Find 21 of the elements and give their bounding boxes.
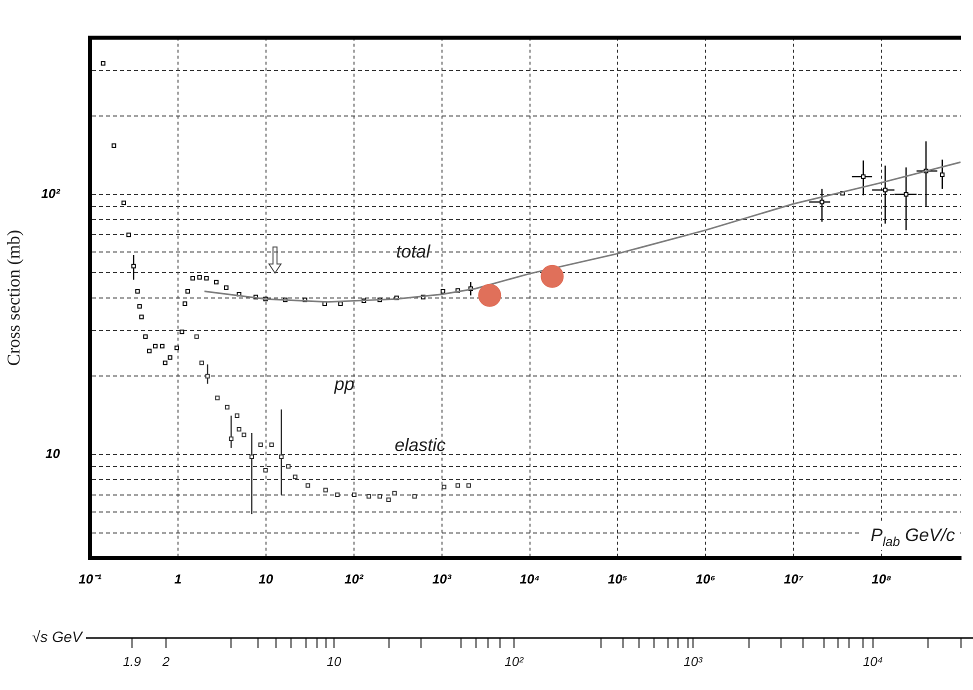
x-tick-label: 1 (174, 571, 182, 586)
x-tick-label: 10 (258, 571, 274, 586)
text: 1.9 (122, 654, 142, 670)
text: 10⁴ (862, 654, 884, 670)
x-tick-label: 10⁷ (784, 571, 804, 586)
x-tick-label: 10² (344, 571, 364, 586)
x-tick-label: 10⁸ (872, 571, 892, 586)
text: √s GeV (32, 628, 82, 648)
text: 10³ (682, 654, 704, 670)
text: 10 (326, 654, 342, 670)
text: 10² (504, 654, 525, 670)
x-tick-label: 10⁵ (608, 571, 628, 586)
x-tick-label: 10⁶ (696, 571, 716, 586)
x-tick-label: 10⁻¹ (78, 571, 102, 586)
annotation: elastic (394, 435, 446, 456)
y-axis-title: Cross section (mb) (4, 230, 24, 366)
annotation: total (396, 242, 432, 262)
text: 2 (162, 654, 170, 669)
annotation: pp (333, 374, 354, 394)
x-tick-label: 10⁴ (520, 571, 540, 586)
x-tick-label: 10³ (432, 571, 452, 586)
